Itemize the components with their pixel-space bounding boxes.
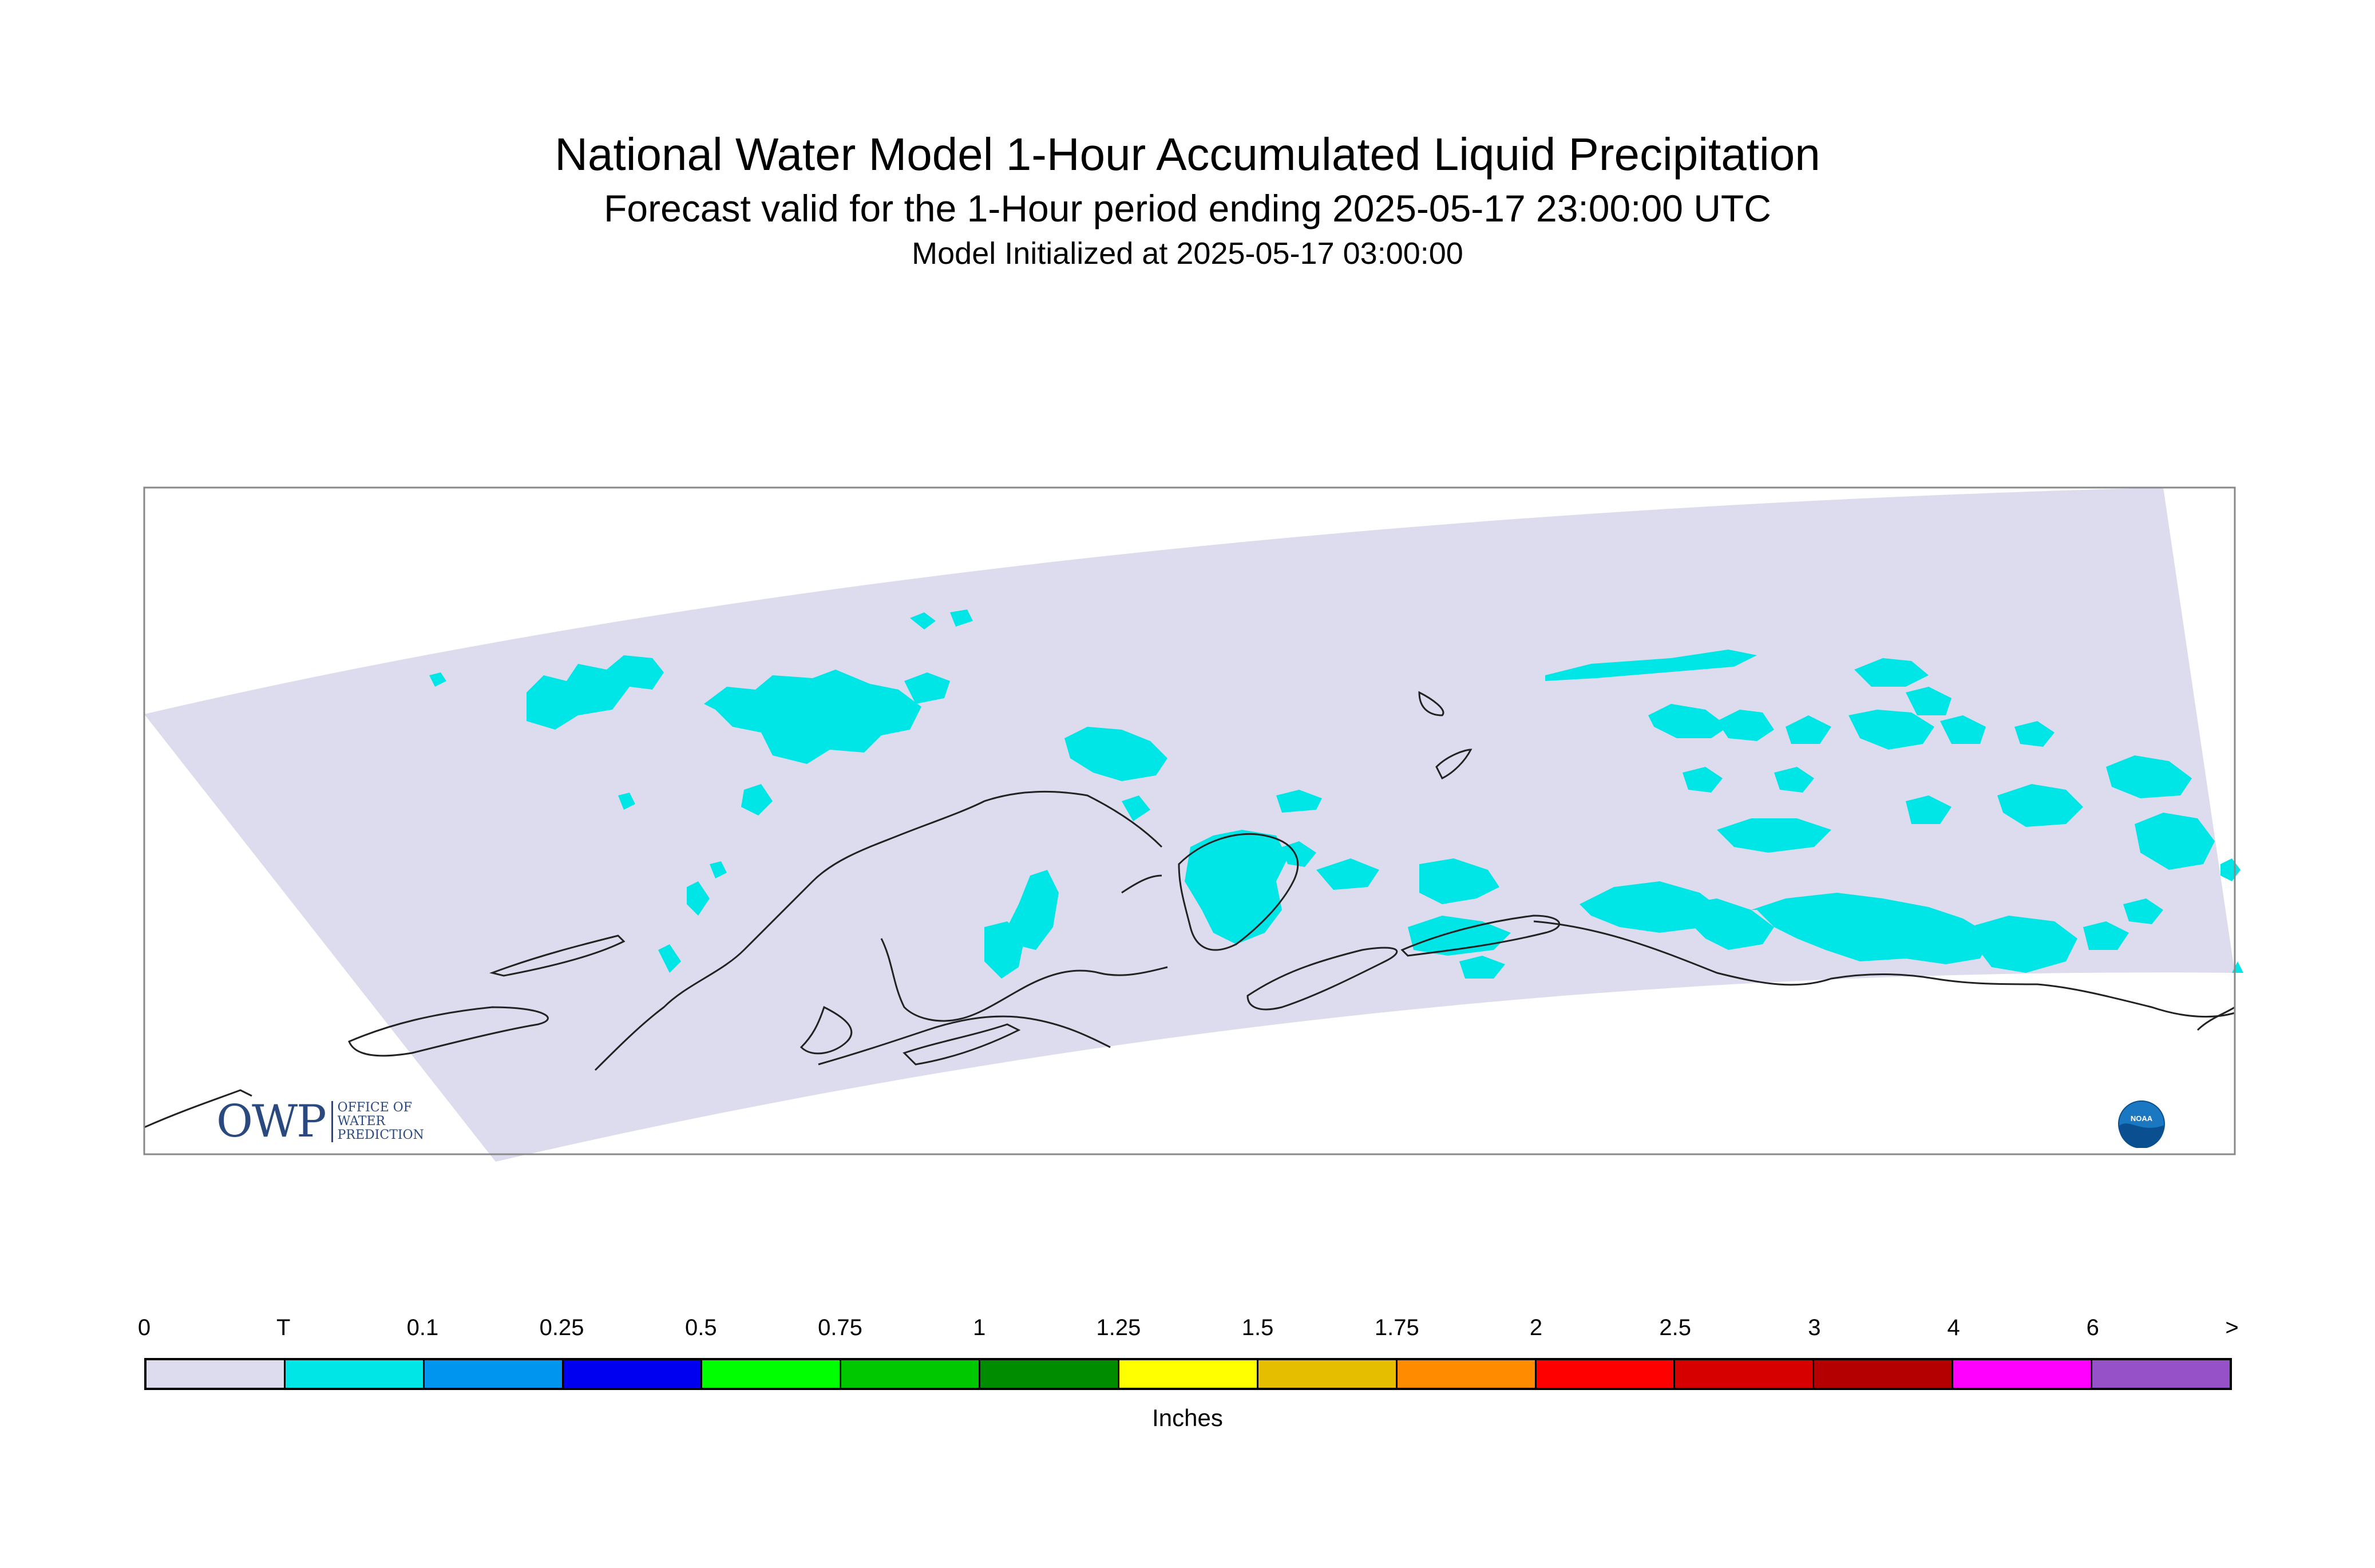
legend-swatch (1952, 1360, 2091, 1388)
legend-swatch (422, 1360, 562, 1388)
legend-swatch (1395, 1360, 1535, 1388)
legend-tick-label: 6 (2086, 1315, 2099, 1340)
legend-tick-label: 1.5 (1241, 1315, 1274, 1340)
legend-swatch (700, 1360, 840, 1388)
model-init-subtitle: Model Initialized at 2025-05-17 03:00:00 (912, 236, 1463, 271)
forecast-valid-subtitle: Forecast valid for the 1-Hour period end… (604, 187, 1771, 229)
owp-logo-text: OWP (216, 1096, 327, 1147)
legend-swatch (1534, 1360, 1674, 1388)
model-domain (144, 488, 2235, 1162)
legend-swatch (2091, 1360, 2230, 1388)
owp-sub-line-1: OFFICE OF (337, 1100, 413, 1115)
legend-tick-label: 3 (1808, 1315, 1821, 1340)
legend-tick-label: 2.5 (1659, 1315, 1691, 1340)
legend-tick-label: 4 (1947, 1315, 1960, 1340)
legend-swatch (840, 1360, 979, 1388)
legend-tick-label: > (2225, 1315, 2239, 1340)
legend-swatch (1812, 1360, 1952, 1388)
map-border (143, 486, 2236, 1155)
coastlines (144, 691, 2235, 1129)
legend-tick-label: 0.1 (406, 1315, 439, 1340)
legend-tick-label: 1.25 (1096, 1315, 1141, 1340)
legend-swatch (561, 1360, 701, 1388)
owp-logo: OWP OFFICE OF WATER PREDICTION (216, 1096, 424, 1147)
precip-trace-areas (429, 609, 2243, 979)
legend-tick-label: 0.5 (684, 1315, 717, 1340)
legend-swatch (1118, 1360, 1257, 1388)
color-legend-bar (144, 1358, 2232, 1390)
legend-swatch (283, 1360, 423, 1388)
legend-tick-label: 0.25 (539, 1315, 584, 1340)
legend-swatch (1256, 1360, 1396, 1388)
owp-sub-line-2: WATER (337, 1114, 386, 1129)
legend-tick-label: 1 (973, 1315, 986, 1340)
owp-logo-subtext: OFFICE OF WATER PREDICTION (331, 1101, 424, 1142)
owp-sub-line-3: PREDICTION (337, 1128, 424, 1142)
legend-swatch (147, 1360, 284, 1388)
legend-units-label: Inches (1152, 1404, 1223, 1431)
legend-tick-label: 1.75 (1374, 1315, 1419, 1340)
noaa-logo-icon: NOAA (2118, 1100, 2165, 1148)
legend-swatch (1673, 1360, 1813, 1388)
legend-tick-label: 2 (1529, 1315, 1543, 1340)
noaa-logo-text: NOAA (2131, 1114, 2153, 1123)
map-title: National Water Model 1-Hour Accumulated … (555, 129, 1820, 180)
legend-tick-label: 0 (137, 1315, 151, 1340)
legend-tick-label: T (276, 1315, 291, 1340)
legend-swatch (979, 1360, 1118, 1388)
legend-tick-label: 0.75 (818, 1315, 862, 1340)
